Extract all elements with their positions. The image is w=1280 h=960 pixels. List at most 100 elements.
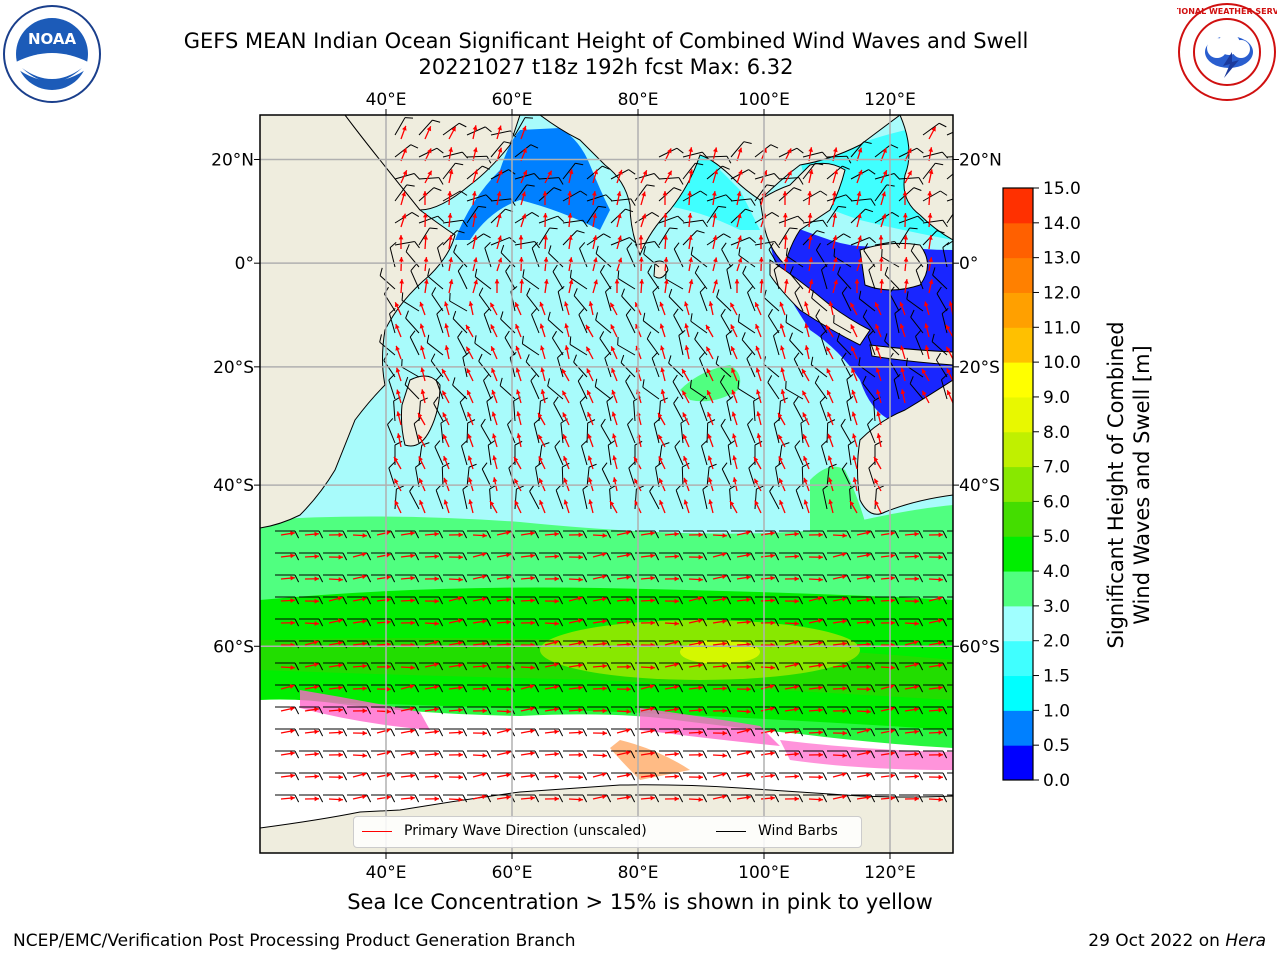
- wind-barb-flag: [534, 684, 540, 693]
- wind-barb-flag: [531, 211, 540, 217]
- wind-barb-flag: [578, 308, 585, 316]
- wind-barb: [647, 272, 660, 290]
- wind-barb-flag: [606, 750, 612, 759]
- wave-arrow-head: [568, 169, 574, 175]
- wind-barb-flag: [737, 380, 740, 389]
- wave-arrow-head: [770, 598, 775, 603]
- wave-arrow-head: [756, 433, 762, 439]
- wind-barb: [531, 314, 540, 334]
- wave-arrow-head: [818, 554, 823, 560]
- wind-barb-flag: [754, 440, 763, 446]
- wind-barb-flag: [884, 266, 889, 275]
- wave-arrow-head: [722, 663, 727, 669]
- wave-arrow-head: [625, 772, 631, 778]
- wind-barb-flag: [967, 729, 971, 736]
- wave-arrow-head: [890, 665, 895, 670]
- wind-barb-flag: [936, 286, 942, 294]
- wind-barb: [773, 423, 780, 444]
- wave-arrow-head: [674, 576, 679, 582]
- wave-direction-field: [280, 125, 967, 802]
- wind-barb: [513, 401, 516, 422]
- wind-barb-flag: [603, 233, 611, 239]
- wind-barb: [617, 277, 636, 290]
- wind-barb-flag: [894, 662, 900, 671]
- wind-barb: [547, 385, 564, 400]
- wave-arrow-head: [803, 477, 808, 483]
- wave-arrow-head: [963, 708, 967, 713]
- wave-arrow-head: [313, 640, 319, 645]
- wind-barb-flag: [389, 241, 397, 248]
- wind-barb-flag: [798, 684, 804, 693]
- wave-arrow-head: [618, 169, 623, 175]
- wave-arrow-head: [782, 213, 788, 218]
- wave-arrow-head: [832, 257, 838, 263]
- wind-barb-flag: [846, 552, 852, 561]
- wave-arrow-head: [684, 323, 690, 329]
- wave-arrow-head: [662, 191, 668, 196]
- wind-barb-flag: [462, 750, 468, 759]
- wind-barb-flag: [548, 245, 552, 254]
- legend-line-wave-direction: [362, 830, 392, 832]
- wind-barb: [898, 147, 918, 158]
- wind-barb: [682, 151, 703, 158]
- colorbar-segment: [1003, 466, 1033, 502]
- wind-barb-flag: [630, 750, 636, 759]
- wave-arrow-head: [889, 684, 895, 689]
- wave-arrow-head: [731, 389, 736, 395]
- wave-arrow-head: [807, 235, 813, 240]
- wind-barb: [802, 219, 823, 224]
- wave-arrow-head: [658, 456, 663, 462]
- wave-arrow-head: [770, 553, 775, 559]
- wind-barb: [626, 248, 636, 268]
- wind-barb: [605, 291, 612, 312]
- wind-barb-flag: [318, 530, 324, 539]
- wave-arrow-head: [468, 499, 474, 505]
- wind-barb-flag: [486, 684, 492, 693]
- wind-barb-flag: [388, 461, 395, 469]
- wind-barb-flag: [483, 233, 491, 239]
- wind-barb-flag: [478, 287, 484, 296]
- wind-barb-flag: [438, 618, 444, 627]
- wind-barb-flag: [486, 706, 492, 715]
- wave-arrow-head: [497, 235, 502, 241]
- wind-barb-flag: [822, 596, 828, 605]
- wind-barb-flag: [746, 352, 753, 360]
- wave-arrow-head: [481, 574, 487, 580]
- noaa-logo-text: NOAA: [28, 30, 77, 48]
- wave-arrow-head: [854, 279, 860, 284]
- wave-arrow-head: [660, 345, 665, 351]
- wave-arrow-head: [769, 706, 775, 712]
- wind-barb: [643, 253, 660, 268]
- wave-arrow-head: [494, 279, 500, 284]
- wind-barb-flag: [573, 354, 577, 363]
- wave-arrow-head: [442, 434, 448, 440]
- wind-barb: [522, 343, 540, 356]
- wind-barb-flag: [702, 618, 708, 627]
- wind-barb-flag: [558, 552, 564, 561]
- wind-barb-flag: [533, 173, 541, 180]
- wave-arrow-head: [625, 530, 631, 536]
- wind-barb-flag: [655, 462, 663, 468]
- noaa-logo: NOAA: [3, 5, 101, 103]
- wind-barb-flag: [845, 194, 853, 201]
- wave-arrow-head: [314, 576, 319, 582]
- wave-arrow-head: [457, 640, 463, 646]
- wind-barb-flag: [745, 208, 754, 213]
- wave-arrow-head: [434, 774, 439, 779]
- wind-barb-flag: [577, 374, 584, 382]
- wind-barb-flag: [822, 618, 828, 627]
- wind-barb-flag: [702, 728, 708, 737]
- wave-arrow-head: [402, 148, 407, 153]
- wind-barb: [850, 237, 870, 246]
- wave-arrow-head: [423, 235, 429, 240]
- wind-barb: [794, 292, 804, 312]
- wave-arrow-head: [564, 301, 569, 307]
- wind-barb: [552, 271, 564, 290]
- wind-barb-flag: [967, 597, 971, 604]
- wind-barb: [867, 424, 876, 444]
- wind-barb: [594, 386, 612, 400]
- wind-barb-flag: [942, 706, 948, 715]
- wave-arrow-head: [818, 707, 823, 713]
- wave-arrow-head: [434, 796, 439, 802]
- wave-arrow-head: [673, 640, 679, 645]
